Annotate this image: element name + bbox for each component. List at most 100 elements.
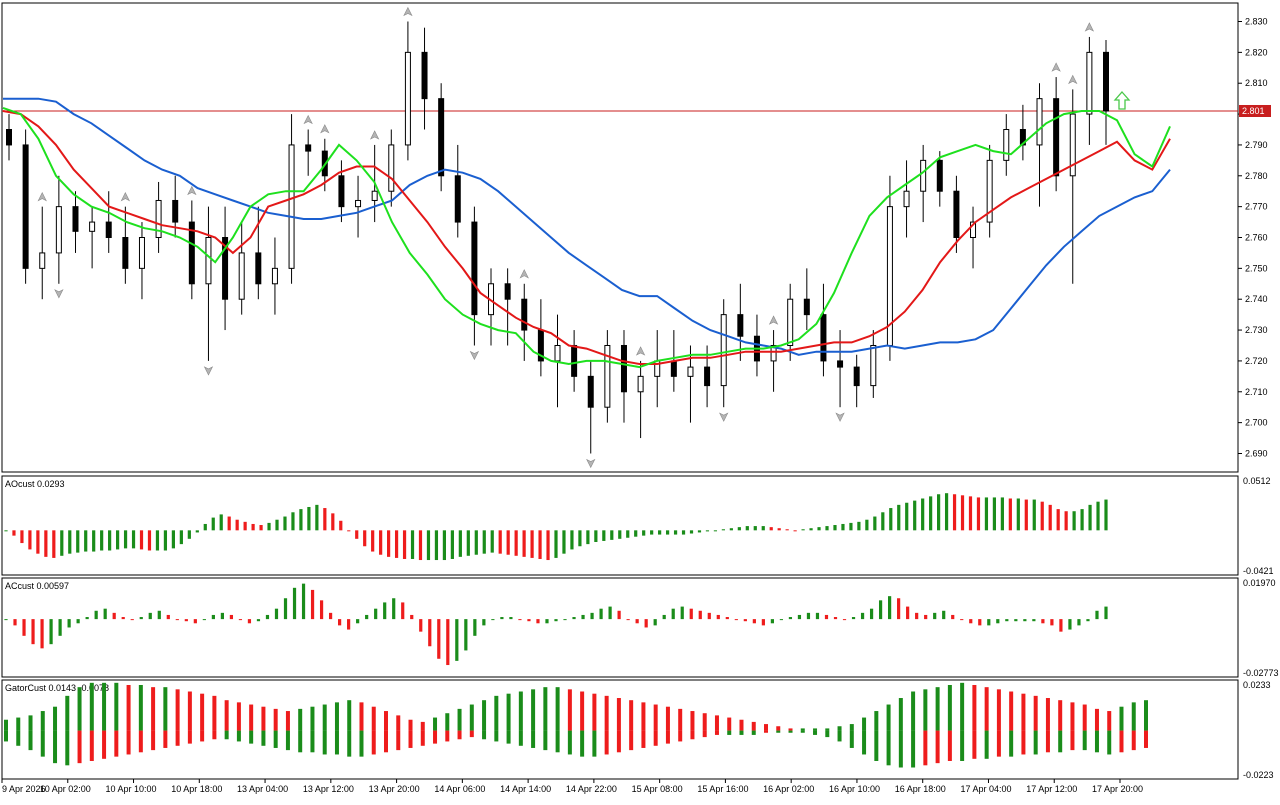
- bear-candle-body: [105, 221, 112, 239]
- bear-candle-body: [853, 366, 860, 387]
- bull-candle-body: [205, 237, 212, 285]
- ac-pane[interactable]: ACcust 0.00597 0.01970 -0.02773: [1, 577, 1279, 678]
- histogram-bar-down: [1040, 501, 1044, 531]
- candle: [122, 206, 129, 284]
- y-tick-label: -0.0421: [1243, 566, 1274, 576]
- fractal-up-arrow: [635, 346, 646, 356]
- histogram-bar-up: [203, 523, 207, 531]
- histogram-bar-up: [1005, 619, 1009, 622]
- histogram-bar-up: [815, 612, 820, 620]
- histogram-bar-up: [905, 502, 909, 531]
- gator-upper-bar-down: [641, 702, 646, 731]
- histogram-bar-down: [40, 619, 44, 649]
- x-tick-label: 16 Apr 02:00: [763, 784, 814, 794]
- bull-candle-body: [920, 159, 927, 192]
- gator-lower-bar-down: [935, 730, 940, 764]
- x-tick-label: 14 Apr 22:00: [566, 784, 617, 794]
- histogram-bar-down: [347, 530, 351, 532]
- histogram-bar-down: [371, 530, 375, 552]
- gator-upper-bar-up: [482, 700, 487, 731]
- gator-lower-bar-up: [849, 730, 854, 748]
- histogram-bar-up: [1077, 619, 1081, 626]
- gator-lower-bar-up: [813, 730, 818, 735]
- histogram-bar-up: [509, 617, 513, 620]
- main-price-pane[interactable]: 2.8302.8202.8102.8002.7902.7802.7702.760…: [1, 2, 1271, 473]
- gator-lower-bar-down: [1144, 730, 1148, 748]
- candle: [188, 200, 195, 300]
- histogram-bar-down: [960, 619, 964, 621]
- histogram-bar-up: [554, 619, 558, 622]
- histogram-bar-down: [968, 496, 973, 531]
- gator-lower-bar-down: [972, 730, 977, 759]
- histogram-bar-up: [202, 619, 206, 621]
- histogram-bar-down: [689, 608, 693, 620]
- y-tick-label: 2.830: [1245, 17, 1268, 27]
- gator-lower-bar-down: [457, 730, 462, 740]
- gator-lower-bar-down: [616, 730, 621, 753]
- gator-upper-bar-up: [886, 704, 891, 731]
- x-tick-label: 13 Apr 04:00: [237, 784, 288, 794]
- histogram-bar-up: [554, 530, 558, 558]
- histogram-bar-down: [761, 619, 765, 626]
- gator-upper-bar-up: [1131, 702, 1136, 731]
- histogram-bar-down: [644, 619, 648, 628]
- y-tick-label: 2.710: [1245, 387, 1268, 397]
- histogram-bar-up: [797, 614, 802, 620]
- fractal-down-arrow: [54, 289, 64, 299]
- gator-lower-bar-down: [1045, 730, 1050, 753]
- gator-pane[interactable]: GatorCust 0.0143 -0.0078 0.0233 -0.0223: [1, 679, 1274, 780]
- y-tick-label: 2.820: [1245, 47, 1268, 57]
- gator-upper-bar-up: [800, 728, 805, 731]
- gator-upper-bar-down: [371, 706, 376, 731]
- histogram-bar-up: [809, 528, 813, 531]
- histogram-bar-down: [725, 617, 729, 620]
- gator-lower-bar-up: [261, 730, 266, 746]
- bear-candle-body: [936, 159, 943, 192]
- gator-lower-bar-up: [739, 730, 744, 735]
- bear-candle-body: [122, 237, 129, 269]
- bear-candle-body: [670, 360, 677, 377]
- gator-lower-bar-down: [151, 730, 156, 751]
- histogram-bar-up: [115, 530, 120, 550]
- gator-upper-bar-down: [1082, 704, 1087, 731]
- gator-upper-bar-down: [261, 706, 266, 731]
- candle: [72, 191, 79, 253]
- histogram-bar-up: [921, 498, 925, 531]
- gator-upper-bar-down: [580, 691, 585, 731]
- histogram-bar-down: [952, 494, 957, 531]
- bear-candle-body: [305, 144, 312, 152]
- candle: [787, 283, 794, 361]
- histogram-bar-up: [788, 617, 793, 620]
- histogram-bar-up: [1096, 501, 1100, 531]
- gator-upper-bar-up: [531, 689, 536, 731]
- bull-candle-body: [371, 190, 378, 201]
- histogram-bar-up: [1023, 619, 1027, 622]
- gator-upper-bar-down: [1070, 702, 1075, 731]
- histogram-bar-up: [563, 619, 567, 621]
- gator-upper-bar-down: [126, 684, 131, 731]
- histogram-bar-down: [52, 530, 56, 558]
- fractal-up-arrow: [768, 315, 779, 325]
- x-tick-label: 14 Apr 06:00: [434, 784, 485, 794]
- gator-upper-bar-up: [518, 691, 523, 731]
- candle: [870, 330, 877, 398]
- x-tick-label: 13 Apr 20:00: [369, 784, 420, 794]
- histogram-bar-up: [671, 608, 675, 620]
- histogram-bar-up: [155, 530, 160, 551]
- pane-title: AOcust 0.0293: [5, 479, 65, 489]
- histogram-bar-up: [737, 527, 741, 531]
- histogram-bar-up: [356, 619, 360, 624]
- histogram-bar-up: [689, 530, 694, 534]
- candle: [438, 83, 445, 192]
- gator-lower-bar-up: [751, 730, 756, 735]
- histogram-bar-down: [1048, 504, 1052, 531]
- gator-upper-bar-down: [1045, 698, 1050, 731]
- histogram-bar-down: [538, 530, 542, 559]
- candle: [355, 175, 362, 238]
- gator-lower-bar-up: [273, 730, 278, 748]
- gator-upper-bar-down: [384, 711, 388, 731]
- gator-upper-bar-down: [972, 684, 977, 731]
- gator-upper-bar-down: [1107, 711, 1112, 731]
- ao-pane[interactable]: AOcust 0.0293 0.0512 -0.0421: [1, 475, 1274, 576]
